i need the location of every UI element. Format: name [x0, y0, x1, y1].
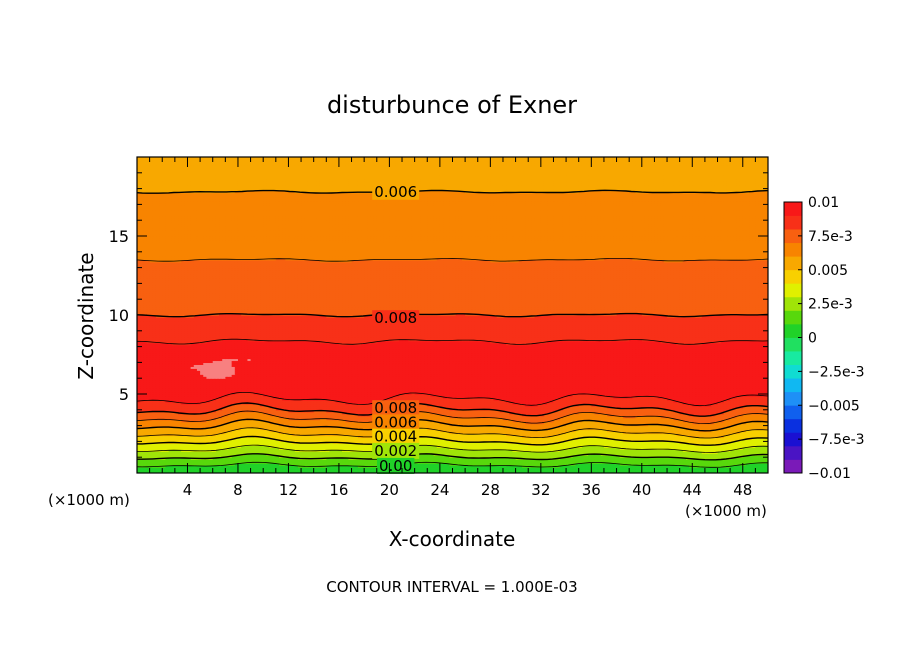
- chart-title: disturbunce of Exner: [327, 91, 577, 119]
